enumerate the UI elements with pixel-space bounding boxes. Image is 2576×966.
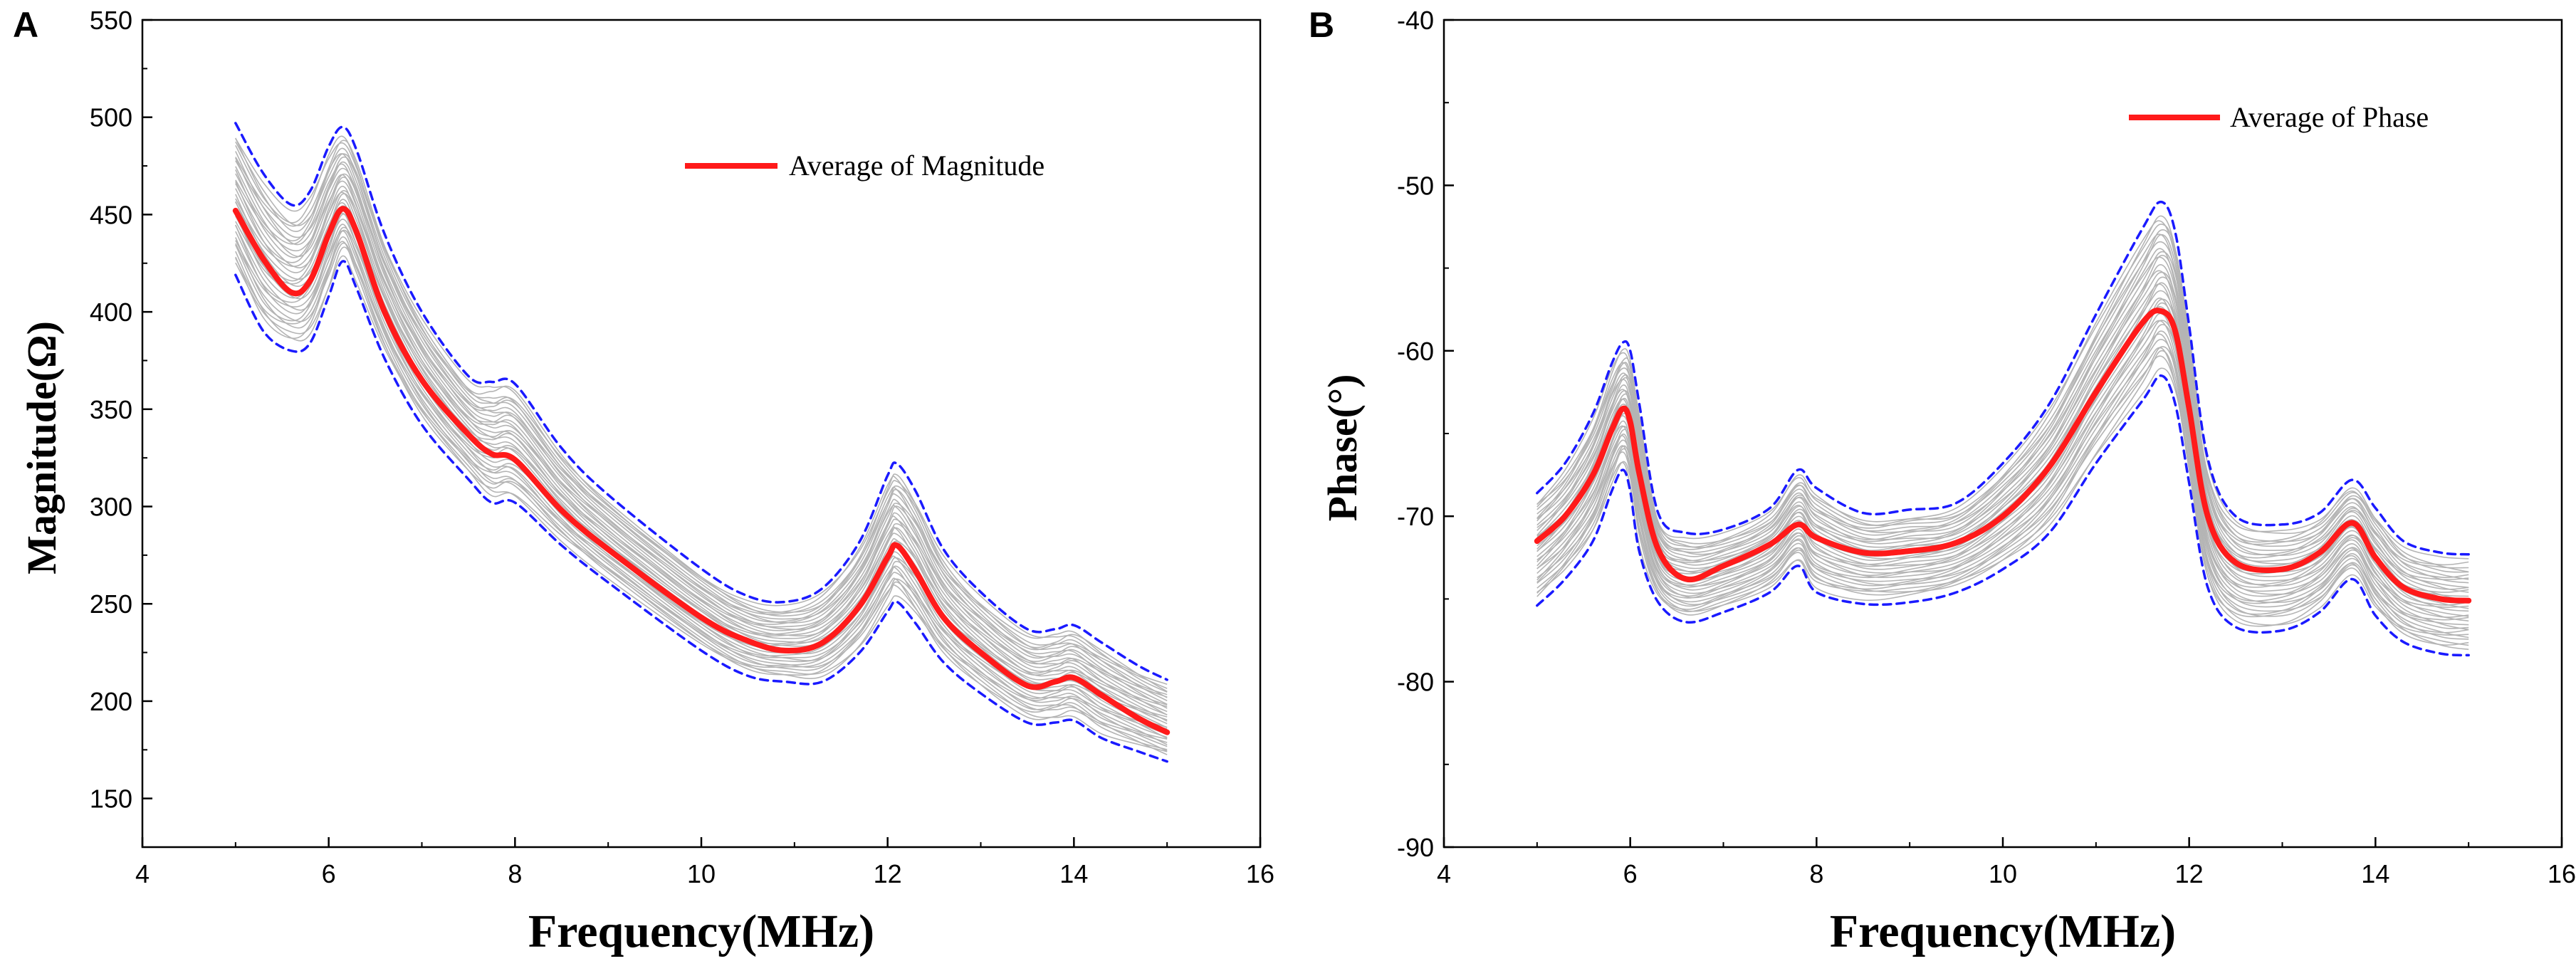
individual-curve — [235, 214, 1168, 740]
average-line — [232, 206, 1171, 735]
individual-curve — [235, 224, 1168, 747]
average-line — [1534, 308, 2472, 604]
x-axis-title: Frequency(MHz) — [528, 905, 874, 957]
individual-curve — [235, 246, 1168, 752]
individual-curve — [1536, 347, 2469, 646]
individual-curve — [235, 241, 1168, 750]
legend: Average of Phase — [2129, 101, 2429, 133]
y-tick-label: -40 — [1397, 6, 1434, 35]
x-tick-label: 10 — [687, 859, 716, 888]
x-tick-label: 4 — [135, 859, 150, 888]
lower-bound-line — [234, 260, 1168, 763]
y-tick-label: -60 — [1397, 337, 1434, 366]
individual-curve — [235, 242, 1168, 743]
individual-curve — [235, 179, 1168, 708]
individual-curve — [235, 230, 1168, 740]
individual-curve — [1536, 220, 2469, 566]
individual-curve — [1536, 339, 2469, 626]
legend-label: Average of Phase — [2230, 101, 2429, 133]
individual-curve — [1536, 367, 2469, 646]
y-tick-label: 550 — [90, 6, 132, 35]
x-tick-label: 6 — [322, 859, 336, 888]
individual-curve — [1536, 298, 2469, 609]
individual-curve — [1536, 251, 2469, 580]
lower-bound-line — [1536, 374, 2470, 657]
y-tick-label: 200 — [90, 687, 132, 716]
y-tick-label: 350 — [90, 395, 132, 424]
individual-curve — [1536, 229, 2469, 573]
individual-curve — [1536, 350, 2469, 651]
individual-curve — [235, 225, 1168, 735]
x-tick-label: 12 — [874, 859, 902, 888]
x-tick-label: 10 — [1989, 859, 2017, 888]
y-tick-label: -50 — [1397, 171, 1434, 200]
individual-curve — [235, 151, 1168, 698]
y-tick-label: -70 — [1397, 502, 1434, 531]
individual-curve — [235, 166, 1168, 705]
individual-curve — [1536, 248, 2469, 590]
y-tick-label: -80 — [1397, 668, 1434, 697]
panel-label: A — [13, 5, 38, 45]
individual-curve — [235, 160, 1168, 698]
individual-curve — [235, 161, 1168, 709]
x-tick-label: 16 — [1246, 859, 1274, 888]
x-tick-label: 8 — [1809, 859, 1823, 888]
individual-curves — [1536, 215, 2469, 651]
individual-curve — [1536, 270, 2469, 593]
individual-curve — [1536, 320, 2469, 621]
x-tick-label: 12 — [2175, 859, 2204, 888]
individual-curve — [235, 255, 1168, 752]
individual-curve — [1536, 320, 2469, 617]
legend-label: Average of Magnitude — [789, 149, 1044, 182]
y-tick-label: -90 — [1397, 833, 1434, 862]
x-tick-label: 14 — [2361, 859, 2389, 888]
y-tick-label: 500 — [90, 103, 132, 132]
y-axis-title: Phase(°) — [1319, 374, 1366, 522]
x-tick-label: 6 — [1623, 859, 1638, 888]
x-axis-title: Frequency(MHz) — [1830, 905, 2176, 957]
individual-curve — [1536, 224, 2469, 560]
y-tick-label: 400 — [90, 298, 132, 327]
panel-b-phase-chart: B 4 6 8 10 12 14 16 -90 -80 -70 -60 -50 -40 Frequency(… — [1309, 5, 2576, 957]
individual-curve — [235, 193, 1168, 722]
plot-frame — [141, 19, 1262, 849]
individual-curve — [235, 141, 1168, 689]
upper-bound-line — [1536, 200, 2470, 556]
y-axis-title: Magnitude(Ω) — [19, 321, 65, 574]
y-tick-label: 450 — [90, 200, 132, 229]
x-tick-label: 4 — [1437, 859, 1451, 888]
y-tick-label: 300 — [90, 493, 132, 522]
panel-a-magnitude-chart: A 4 6 8 10 12 14 16 150 200 250 300 350 400 450 500 550 F… — [13, 5, 1274, 957]
legend: Average of Magnitude — [685, 149, 1044, 182]
individual-curve — [1536, 324, 2469, 631]
y-tick-label: 250 — [90, 589, 132, 619]
y-tick-label: 150 — [90, 784, 132, 814]
individual-curve — [235, 138, 1168, 685]
individual-curve — [235, 191, 1168, 718]
individual-curve — [1536, 346, 2469, 639]
individual-curve — [1536, 241, 2469, 569]
upper-bound-line — [234, 122, 1168, 681]
individual-curve — [235, 185, 1168, 725]
x-tick-label: 16 — [2548, 859, 2576, 888]
individual-curve — [235, 135, 1168, 693]
individual-curve — [235, 236, 1168, 755]
individual-curves — [235, 135, 1168, 755]
panel-label: B — [1309, 5, 1334, 45]
x-tick-label: 14 — [1059, 859, 1088, 888]
x-tick-label: 8 — [508, 859, 522, 888]
